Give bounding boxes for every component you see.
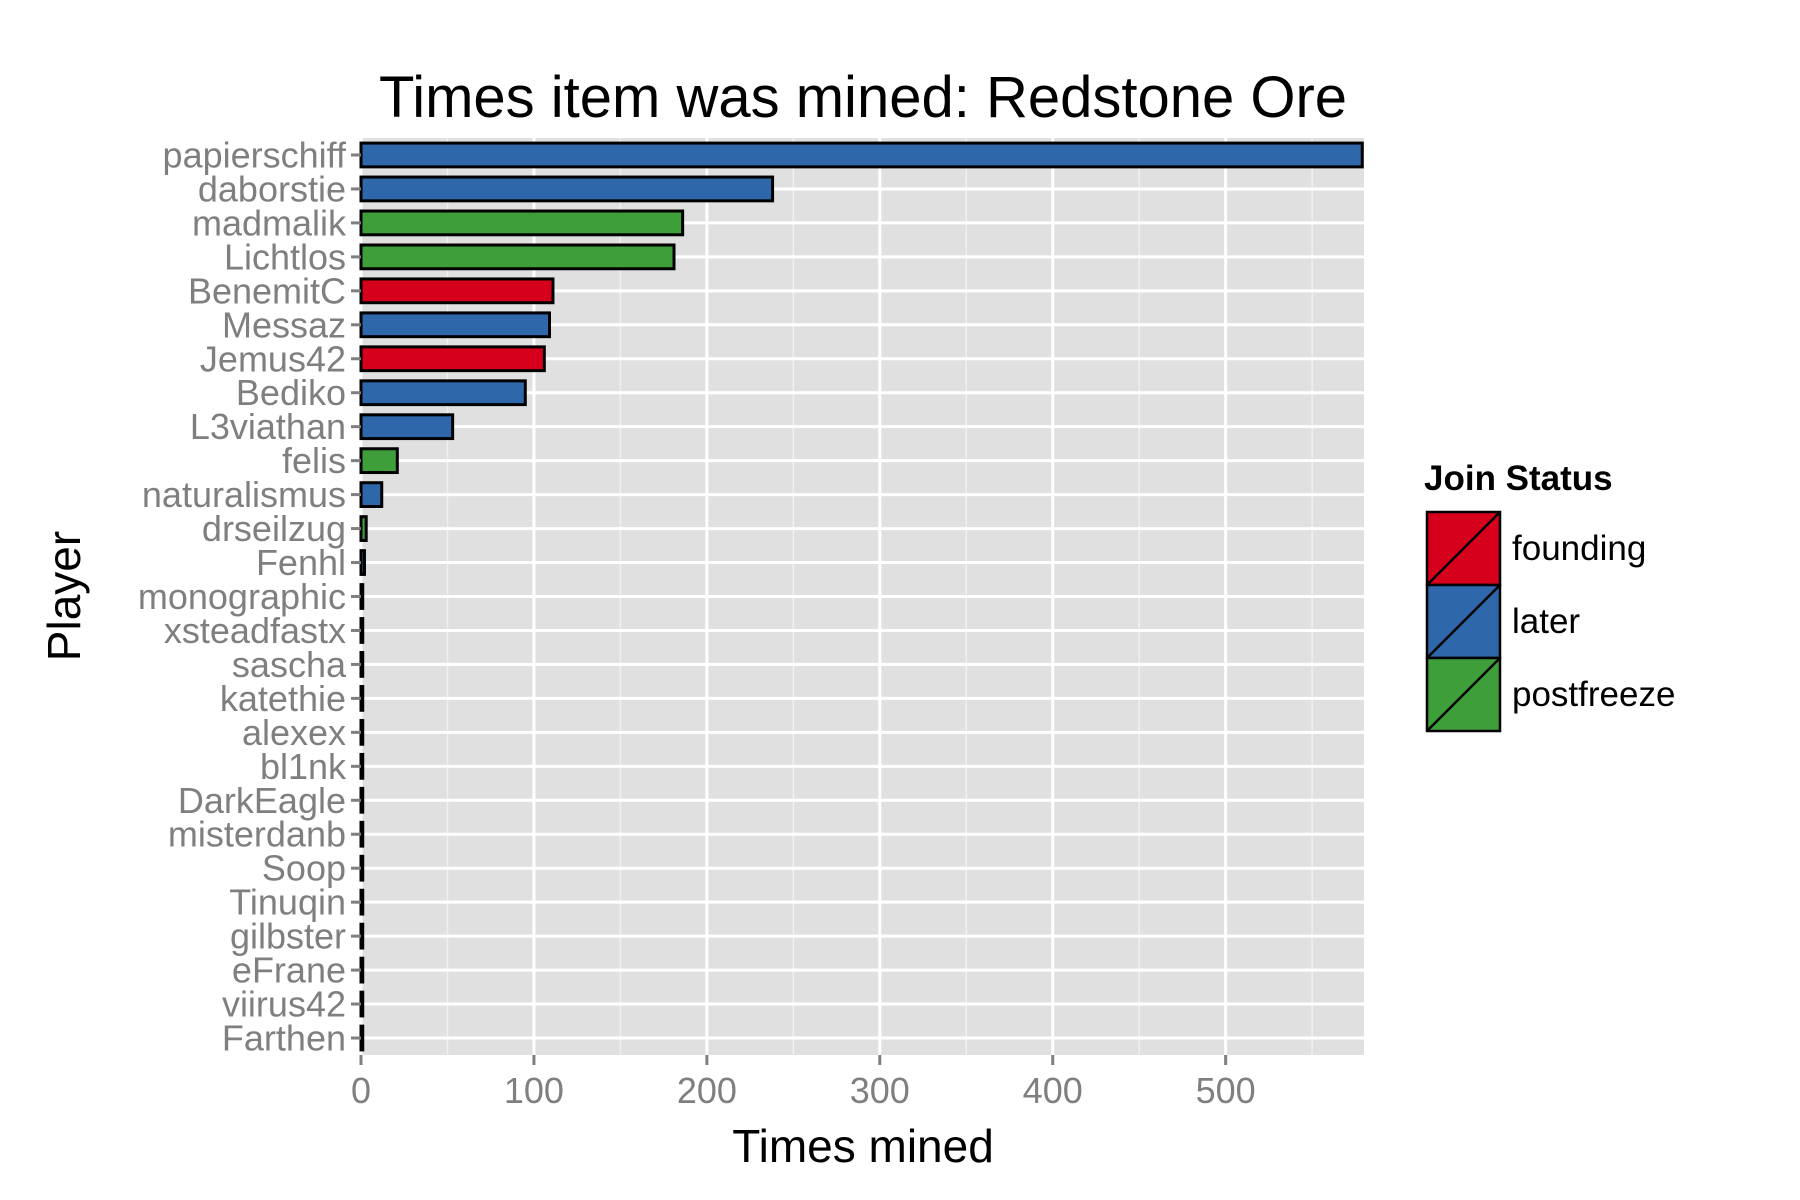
- bar-xsteadfastx: [359, 617, 365, 644]
- y-tick-label: Soop: [262, 848, 346, 889]
- x-tick-label: 400: [1023, 1070, 1083, 1111]
- y-tick-label: eFrane: [232, 950, 346, 991]
- x-axis-title: Times mined: [732, 1120, 994, 1172]
- y-tick-label: Lichtlos: [224, 236, 346, 277]
- y-tick-label: DarkEagle: [178, 780, 346, 821]
- bar-BenemitC: [359, 277, 555, 305]
- legend-label-founding: founding: [1512, 529, 1646, 568]
- y-tick-label: Messaz: [222, 304, 346, 345]
- bar-katethie: [359, 685, 365, 712]
- legend-key-slash: [1426, 657, 1501, 732]
- y-tick-label: gilbster: [230, 916, 346, 957]
- bar-DarkEagle: [359, 786, 365, 814]
- x-tick-label: 100: [504, 1070, 564, 1111]
- y-tick-label: monographic: [138, 576, 346, 617]
- y-tick-label: katethie: [220, 678, 346, 719]
- bar-naturalismus: [359, 481, 384, 508]
- x-tick-label: 300: [850, 1070, 910, 1111]
- y-tick-label: daborstie: [198, 168, 346, 209]
- bar-eFrane: [359, 956, 365, 984]
- y-tick-label: Farthen: [222, 1018, 346, 1059]
- bar-L3viathan: [359, 413, 455, 441]
- grid-lines: [359, 138, 1364, 1055]
- legend: Join Status founding later postfreeze: [1424, 459, 1675, 733]
- bar-bl1nk: [359, 752, 365, 780]
- bar-gilbster: [359, 922, 365, 950]
- y-tick-label: madmalik: [192, 202, 347, 243]
- y-tick-label: Bediko: [236, 372, 346, 413]
- bar-viirus42: [359, 990, 365, 1018]
- bar-Jemus42: [359, 345, 546, 373]
- y-tick-label: misterdanb: [168, 814, 346, 855]
- legend-key-slash: [1426, 584, 1501, 659]
- y-tick-label: L3viathan: [190, 406, 346, 447]
- bar-Bediko: [359, 379, 527, 407]
- y-tick-label: alexex: [242, 712, 346, 753]
- x-tick-label: 0: [351, 1070, 371, 1111]
- bar-madmalik: [359, 209, 685, 237]
- x-axis-ticks: 0 100 200 300 400 500: [351, 1055, 1256, 1111]
- y-tick-label: Jemus42: [200, 338, 346, 379]
- y-tick-label: papierschiff: [163, 134, 347, 175]
- y-tick-label: Fenhl: [256, 542, 346, 583]
- bar-monographic: [359, 583, 365, 610]
- bar-Fenhl: [359, 549, 366, 576]
- bar-Soop: [359, 854, 365, 882]
- legend-label-later: later: [1512, 602, 1580, 641]
- bar-Farthen: [359, 1024, 365, 1052]
- bar-daborstie: [359, 175, 775, 203]
- bar-drseilzug: [359, 515, 368, 542]
- bar-alexex: [359, 718, 365, 746]
- y-tick-label: sascha: [232, 644, 347, 685]
- bar-felis: [359, 447, 399, 475]
- x-tick-label: 200: [677, 1070, 737, 1111]
- y-tick-label: Tinuqin: [229, 882, 346, 923]
- bar-Messaz: [359, 311, 551, 339]
- bar-sascha: [359, 651, 365, 678]
- bar-papierschiff: [359, 141, 1364, 169]
- legend-title: Join Status: [1424, 459, 1613, 498]
- y-tick-label: bl1nk: [260, 746, 347, 787]
- y-axis-title: Player: [38, 531, 90, 661]
- y-tick-label: xsteadfastx: [164, 610, 346, 651]
- y-tick-label: felis: [282, 440, 346, 481]
- legend-label-postfreeze: postfreeze: [1512, 675, 1675, 714]
- bar-Lichtlos: [359, 243, 676, 271]
- bar-Tinuqin: [359, 888, 365, 916]
- chart-title: Times item was mined: Redstone Ore: [379, 65, 1347, 130]
- x-tick-label: 500: [1196, 1070, 1256, 1111]
- legend-key-slash: [1426, 511, 1501, 586]
- y-tick-label: BenemitC: [188, 270, 346, 311]
- y-tick-label: drseilzug: [202, 508, 346, 549]
- y-tick-label: naturalismus: [142, 474, 346, 515]
- y-axis-ticks: papierschiffdaborstiemadmalikLichtlosBen…: [138, 134, 361, 1059]
- bar-misterdanb: [359, 820, 365, 848]
- y-tick-label: viirus42: [222, 984, 346, 1025]
